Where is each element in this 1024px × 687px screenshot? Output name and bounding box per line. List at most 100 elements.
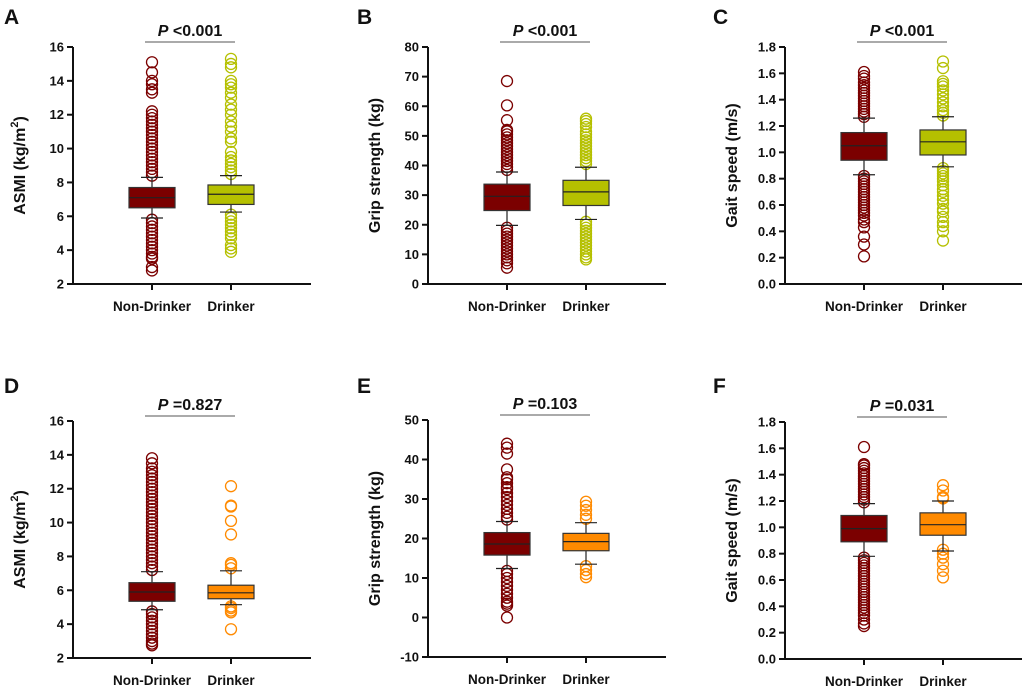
p-symbol: P	[158, 23, 169, 40]
y-tick-label: 1.6	[758, 441, 776, 456]
outlier-point	[145, 237, 159, 250]
outlier-point	[224, 103, 238, 116]
outlier-point	[224, 232, 238, 245]
outlier-point	[500, 140, 514, 153]
y-axis-label-text: Grip strength (kg)	[367, 471, 384, 606]
p-symbol: P	[158, 397, 169, 414]
outlier-point	[145, 506, 159, 519]
outlier-point	[579, 120, 593, 134]
outlier-point	[145, 240, 159, 253]
outlier-point	[500, 227, 514, 240]
outlier-point	[145, 523, 159, 536]
outlier-point	[579, 134, 593, 147]
outlier-point	[145, 125, 159, 138]
outlier-point	[224, 120, 238, 133]
outlier-point	[145, 74, 159, 88]
outlier-point	[857, 209, 871, 222]
outlier-point	[579, 148, 593, 162]
outlier-point	[145, 540, 159, 553]
y-tick-label: 1.4	[758, 92, 777, 107]
p-symbol: P	[870, 398, 881, 415]
y-tick-label: 1.0	[758, 145, 776, 160]
y-tick-label: 8	[57, 175, 64, 190]
box-iqr	[919, 512, 967, 536]
outlier-point	[224, 499, 238, 512]
outlier-point	[936, 104, 950, 117]
outlier-point	[145, 617, 159, 631]
outlier-point	[579, 503, 593, 517]
outlier-point	[500, 599, 514, 612]
outlier-point	[500, 254, 514, 267]
outlier-point	[579, 245, 593, 258]
y-axis-label: ASMI (kg/m2)	[9, 116, 29, 215]
outlier-point	[857, 215, 871, 229]
outlier-point	[224, 161, 238, 174]
y-axis-label-superscript: 2	[9, 122, 21, 128]
outlier-point	[145, 162, 159, 176]
y-axis-label: Grip strength (kg)	[367, 471, 384, 606]
x-tick-label: Drinker	[207, 299, 255, 314]
outlier-point	[145, 502, 159, 516]
outlier-point	[579, 253, 593, 266]
outlier-point	[224, 221, 238, 235]
outlier-point	[224, 98, 238, 111]
y-tick-label: 40	[405, 158, 419, 173]
p-symbol: P	[513, 396, 524, 413]
outlier-point	[500, 128, 514, 141]
p-value: <0.001	[168, 23, 222, 40]
outlier-point	[224, 145, 238, 159]
outlier-point	[145, 631, 159, 644]
outlier-point	[936, 558, 950, 571]
outlier-point	[936, 215, 950, 229]
outlier-point	[145, 553, 159, 566]
box-iqr	[562, 179, 610, 207]
y-tick-label: 30	[405, 492, 419, 507]
outlier-point	[145, 557, 159, 570]
outlier-point	[579, 140, 593, 153]
panel-letter: D	[4, 375, 19, 398]
x-tick-label: Drinker	[562, 672, 610, 687]
outlier-point	[145, 479, 159, 492]
outlier-point	[500, 480, 514, 494]
box-iqr	[483, 183, 531, 212]
y-tick-label: 30	[405, 188, 419, 203]
outlier-point	[500, 463, 514, 476]
outlier-point	[224, 132, 238, 145]
outlier-point	[500, 148, 514, 162]
outlier-point	[500, 146, 514, 159]
outlier-point	[500, 477, 514, 490]
outlier-point	[936, 571, 950, 584]
outlier-point	[145, 457, 159, 470]
p-value: =0.031	[880, 398, 934, 415]
panel-letter: C	[713, 6, 728, 29]
outlier-point	[224, 245, 238, 258]
outlier-point	[145, 145, 159, 159]
outlier-point	[936, 189, 950, 202]
outlier-point	[224, 557, 238, 570]
outlier-point	[500, 131, 514, 144]
outlier-point	[936, 564, 950, 577]
outlier-point	[500, 579, 514, 593]
outlier-point	[857, 65, 871, 79]
box-series-non-drinker	[128, 56, 176, 277]
outlier-point	[224, 57, 238, 71]
outlier-point	[500, 571, 514, 585]
outlier-point	[145, 247, 159, 260]
outlier-point	[145, 139, 159, 152]
box-series-drinker	[919, 479, 967, 584]
outlier-point	[936, 185, 950, 198]
outlier-point	[145, 223, 159, 236]
outlier-point	[500, 123, 514, 137]
outlier-point	[145, 149, 159, 162]
p-value-label: P =0.827	[158, 397, 223, 414]
outlier-point	[145, 155, 159, 169]
y-tick-label: 20	[405, 531, 419, 546]
panel-e: E -10 0 10 20 30 40 50 Grip strength (kg) Non-Dri…	[357, 375, 666, 687]
outlier-point	[224, 215, 238, 228]
y-tick-label: 10	[50, 515, 64, 530]
box-series-non-drinker	[483, 74, 531, 274]
outlier-point	[500, 486, 514, 500]
box-series-drinker	[207, 52, 255, 258]
x-tick-label: Non-Drinker	[113, 673, 192, 687]
